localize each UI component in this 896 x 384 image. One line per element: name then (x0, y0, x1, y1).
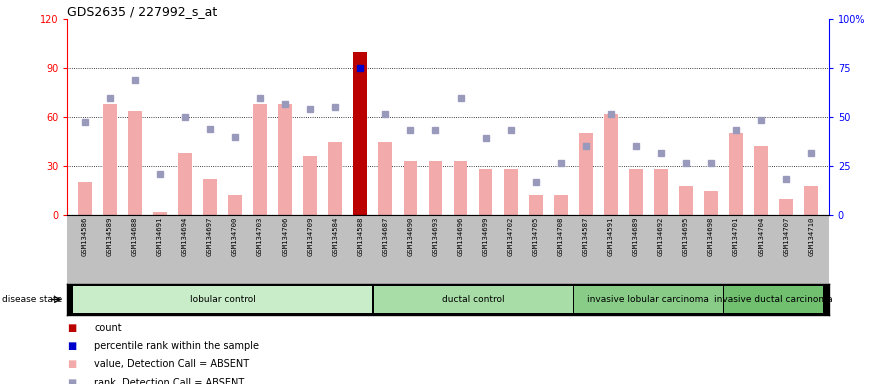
Text: ■: ■ (67, 359, 76, 369)
Bar (304, 156, 317, 215)
Text: ■: ■ (67, 341, 76, 351)
Bar (178, 153, 192, 215)
Bar (554, 195, 568, 215)
Text: value, Detection Call = ABSENT: value, Detection Call = ABSENT (94, 359, 249, 369)
Text: ductal control: ductal control (442, 295, 504, 304)
Text: GSM134693: GSM134693 (433, 217, 438, 257)
Text: ■: ■ (67, 323, 76, 333)
Text: GSM134691: GSM134691 (157, 217, 163, 257)
Bar (353, 52, 367, 215)
Bar (579, 134, 592, 215)
Bar (780, 199, 793, 215)
Text: GSM134702: GSM134702 (508, 217, 513, 257)
Bar (654, 169, 668, 215)
Bar (428, 161, 443, 215)
Bar (203, 179, 217, 215)
Text: GSM134700: GSM134700 (232, 217, 238, 257)
Text: GSM134706: GSM134706 (282, 217, 289, 257)
Text: GSM134710: GSM134710 (808, 217, 814, 257)
Bar (704, 190, 718, 215)
Bar (128, 111, 142, 215)
Text: GSM134709: GSM134709 (307, 217, 314, 257)
Text: GSM134588: GSM134588 (358, 217, 363, 257)
Text: GSM134688: GSM134688 (132, 217, 138, 257)
Text: GSM134698: GSM134698 (708, 217, 714, 257)
Text: GSM134701: GSM134701 (733, 217, 739, 257)
Text: GSM134694: GSM134694 (182, 217, 188, 257)
Text: GSM134704: GSM134704 (758, 217, 764, 257)
Bar (254, 104, 267, 215)
Bar (228, 195, 242, 215)
Bar (754, 147, 768, 215)
Bar (805, 186, 818, 215)
Bar (153, 212, 167, 215)
Text: invasive ductal carcinoma: invasive ductal carcinoma (714, 295, 833, 304)
Bar (378, 142, 392, 215)
Text: invasive lobular carcinoma: invasive lobular carcinoma (588, 295, 710, 304)
Text: GSM134584: GSM134584 (332, 217, 339, 257)
Text: GSM134591: GSM134591 (607, 217, 614, 257)
Bar (453, 161, 468, 215)
Text: GSM134687: GSM134687 (383, 217, 388, 257)
Bar (403, 161, 418, 215)
Bar (729, 134, 743, 215)
Text: GSM134707: GSM134707 (783, 217, 789, 257)
Bar (529, 195, 543, 215)
Bar (724, 286, 823, 313)
Bar (679, 186, 693, 215)
Text: GSM134589: GSM134589 (107, 217, 113, 257)
Text: GSM134699: GSM134699 (483, 217, 488, 257)
Text: rank, Detection Call = ABSENT: rank, Detection Call = ABSENT (94, 378, 245, 384)
Text: lobular control: lobular control (190, 295, 255, 304)
Bar (73, 286, 372, 313)
Bar (374, 286, 573, 313)
Text: GSM134689: GSM134689 (633, 217, 639, 257)
Text: GSM134690: GSM134690 (408, 217, 413, 257)
Bar (574, 286, 723, 313)
Bar (279, 104, 292, 215)
Bar (78, 182, 91, 215)
Text: count: count (94, 323, 122, 333)
Text: GSM134587: GSM134587 (582, 217, 589, 257)
Bar (103, 104, 116, 215)
Text: GSM134697: GSM134697 (207, 217, 213, 257)
Bar (504, 169, 518, 215)
Text: GSM134695: GSM134695 (683, 217, 689, 257)
Bar (328, 142, 342, 215)
Text: GSM134705: GSM134705 (533, 217, 538, 257)
Text: ■: ■ (67, 378, 76, 384)
Text: GSM134586: GSM134586 (82, 217, 88, 257)
Text: GDS2635 / 227992_s_at: GDS2635 / 227992_s_at (67, 5, 218, 18)
Text: GSM134692: GSM134692 (658, 217, 664, 257)
Bar (478, 169, 493, 215)
Text: percentile rank within the sample: percentile rank within the sample (94, 341, 259, 351)
Text: GSM134703: GSM134703 (257, 217, 263, 257)
Text: GSM134696: GSM134696 (458, 217, 463, 257)
Bar (604, 114, 617, 215)
Text: disease state: disease state (2, 295, 62, 304)
Bar (629, 169, 642, 215)
Text: GSM134708: GSM134708 (557, 217, 564, 257)
